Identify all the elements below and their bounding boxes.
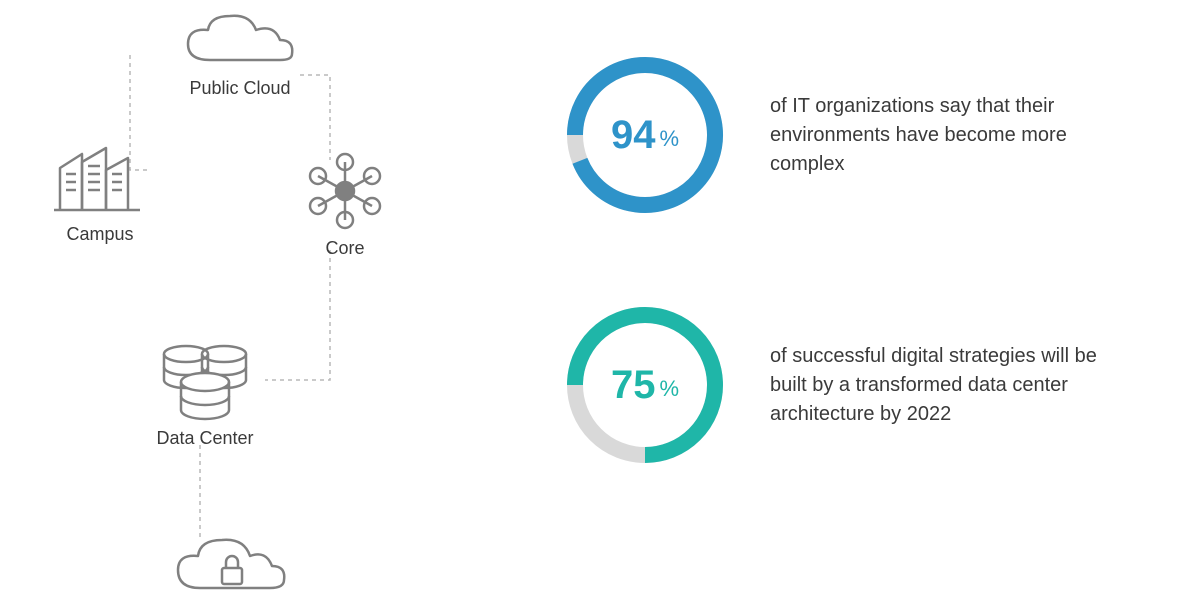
cloud-icon	[180, 10, 300, 72]
node-core: Core	[300, 150, 390, 259]
database-stack-icon	[150, 340, 260, 422]
stat-description: of IT organizations say that their envir…	[770, 92, 1130, 179]
node-label: Data Center	[150, 428, 260, 449]
node-label: Campus	[50, 224, 150, 245]
stat-description: of successful digital strategies will be…	[770, 342, 1130, 429]
buildings-icon	[50, 140, 150, 218]
donut-chart-2: 75 %	[560, 300, 730, 470]
node-public-cloud: Public Cloud	[180, 10, 300, 99]
stat-suffix: %	[659, 376, 679, 402]
node-label: Core	[300, 238, 390, 259]
donut-chart-1: 94 %	[560, 50, 730, 220]
node-campus: Campus	[50, 140, 150, 245]
stat-suffix: %	[659, 126, 679, 152]
stats-panel: 94 % of IT organizations say that their …	[560, 50, 1160, 550]
node-secure-cloud	[170, 530, 290, 600]
stat-value: 75	[611, 363, 656, 408]
network-diagram: Public Cloud Campus	[0, 0, 520, 600]
cloud-lock-icon	[170, 530, 290, 600]
network-core-icon	[300, 150, 390, 232]
node-label: Public Cloud	[180, 78, 300, 99]
stat-row: 94 % of IT organizations say that their …	[560, 50, 1160, 220]
node-data-center: Data Center	[150, 340, 260, 449]
stat-row: 75 % of successful digital strategies wi…	[560, 300, 1160, 470]
stat-value: 94	[611, 113, 656, 158]
